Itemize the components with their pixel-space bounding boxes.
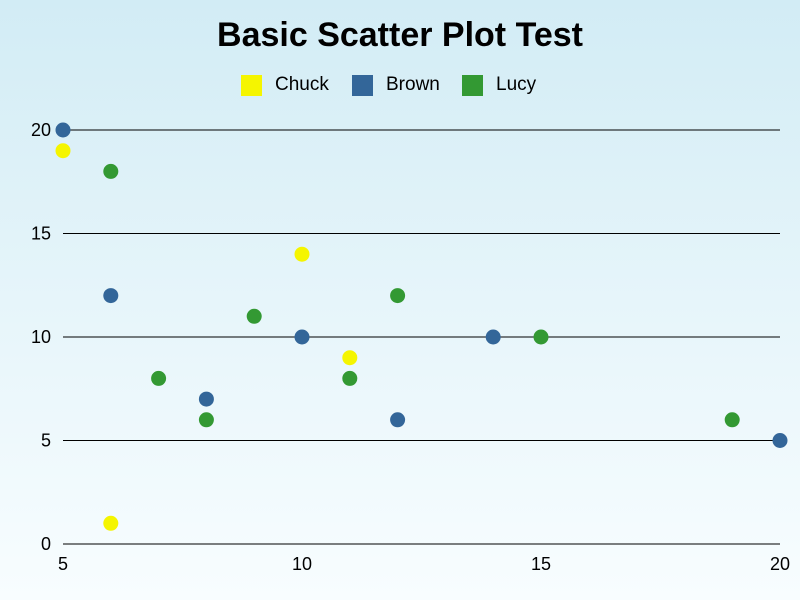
point-brown xyxy=(198,391,214,407)
y-tick-label: 20 xyxy=(31,120,51,140)
point-chuck xyxy=(294,246,310,262)
point-brown xyxy=(103,288,119,304)
point-lucy xyxy=(246,308,262,324)
gridlines xyxy=(63,129,780,545)
point-lucy xyxy=(198,412,214,428)
point-lucy xyxy=(390,288,406,304)
y-tick-label: 0 xyxy=(41,534,51,554)
legend-label: Brown xyxy=(386,74,440,95)
x-tick-label: 15 xyxy=(531,554,551,574)
point-lucy xyxy=(103,163,119,179)
point-brown xyxy=(772,433,788,448)
legend-label: Lucy xyxy=(496,74,537,95)
legend-label: Chuck xyxy=(275,74,329,95)
x-tick-label: 20 xyxy=(770,554,790,574)
point-brown xyxy=(485,329,501,345)
y-tick-label: 5 xyxy=(41,431,51,451)
series-brown xyxy=(55,122,788,448)
point-brown xyxy=(294,329,310,345)
legend-item-chuck: Chuck xyxy=(241,74,329,96)
point-chuck xyxy=(55,143,71,159)
legend-swatch xyxy=(352,75,373,96)
point-lucy xyxy=(342,370,358,386)
series-lucy xyxy=(103,163,740,428)
y-tick-label: 15 xyxy=(31,224,51,244)
y-tick-label: 10 xyxy=(31,327,51,347)
point-brown xyxy=(55,122,71,138)
point-lucy xyxy=(724,412,740,428)
legend: Chuck Brown Lucy xyxy=(241,74,537,96)
x-tick-label: 5 xyxy=(58,554,68,574)
point-chuck xyxy=(103,515,119,531)
point-lucy xyxy=(151,370,167,386)
legend-item-brown: Brown xyxy=(352,74,440,96)
point-chuck xyxy=(342,350,358,366)
point-brown xyxy=(390,412,406,428)
x-axis: 5 10 15 20 xyxy=(58,554,790,574)
y-axis: 0 5 10 15 20 xyxy=(31,120,51,554)
legend-swatch xyxy=(241,75,262,96)
legend-swatch xyxy=(462,75,483,96)
series-chuck xyxy=(55,143,358,531)
data-points xyxy=(55,122,788,531)
point-lucy xyxy=(533,329,549,345)
chart-title: Basic Scatter Plot Test xyxy=(217,16,583,54)
x-tick-label: 10 xyxy=(292,554,312,574)
legend-item-lucy: Lucy xyxy=(462,74,537,96)
